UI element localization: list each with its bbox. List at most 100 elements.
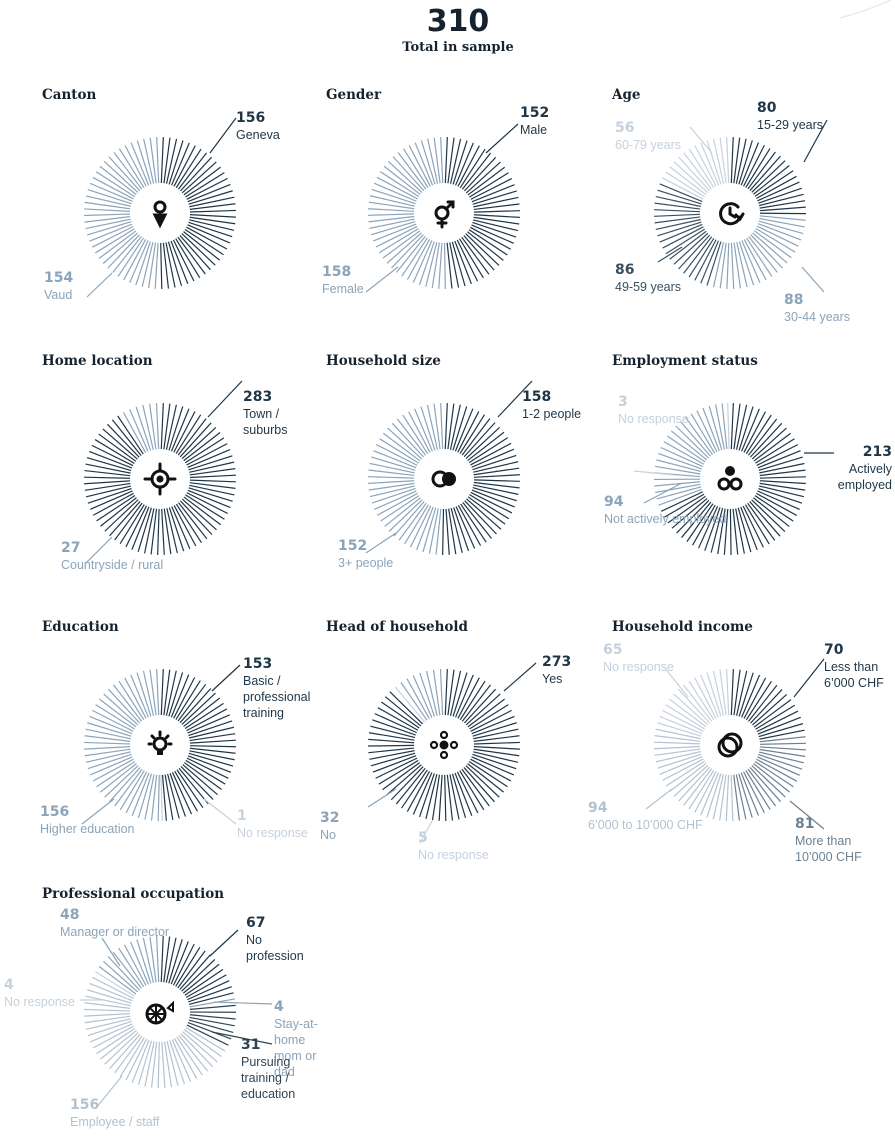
segment-value: 48 [60, 906, 169, 924]
spoke [190, 215, 236, 217]
spoke [760, 743, 806, 744]
segment-value: 5 [418, 829, 489, 847]
spoke [407, 679, 429, 719]
segment-2 [187, 1005, 236, 1045]
segment-value: 70 [824, 641, 892, 659]
header: 310 Total in sample [0, 4, 895, 56]
spoke [190, 746, 236, 747]
spoke [157, 403, 159, 449]
spoke [368, 214, 414, 215]
segment-label: Actively employed [817, 461, 892, 493]
spoke [457, 772, 478, 813]
spoke [731, 403, 733, 449]
center-disc [702, 717, 758, 773]
segment-label: No response [603, 659, 674, 675]
spoke [474, 475, 520, 478]
spoke [760, 207, 806, 211]
spoke [443, 509, 444, 555]
segment-label: Countryside / rural [61, 557, 163, 573]
spoke [161, 137, 163, 183]
spoke [439, 775, 442, 821]
leader-line [366, 267, 398, 292]
segment-label: Geneva [236, 127, 280, 143]
spoke [161, 403, 163, 449]
spoke [161, 775, 162, 821]
leader-line [504, 663, 536, 691]
spoke [727, 137, 729, 183]
spoke [655, 749, 701, 755]
spoke [731, 243, 733, 289]
spoke [655, 203, 701, 209]
segment-value: 94 [588, 799, 703, 817]
spoke [449, 509, 456, 554]
spoke [434, 138, 440, 184]
segment-value: 156 [40, 803, 135, 821]
spoke [368, 739, 414, 742]
segment-value: 154 [44, 269, 73, 287]
segment-value: 4 [274, 998, 322, 1016]
segment-label: Yes [542, 671, 571, 687]
segment-1 [123, 403, 158, 453]
spoke [474, 480, 520, 481]
segment-label: Female [322, 281, 364, 297]
segment-label: Higher education [40, 821, 135, 837]
spoke [654, 746, 700, 748]
spoke [84, 209, 130, 211]
segment-label: More than 10’000 CHF [795, 833, 892, 865]
spoke [155, 243, 158, 289]
spoke [84, 1014, 130, 1016]
spoke [150, 404, 156, 450]
segment-value: 158 [322, 263, 364, 281]
spoke [655, 736, 701, 742]
spoke [150, 670, 156, 716]
spoke [190, 217, 236, 224]
segment-value: 4 [4, 976, 75, 994]
spoke [190, 469, 236, 475]
total-label: Total in sample [0, 40, 895, 56]
spoke [164, 670, 170, 716]
spoke [369, 733, 414, 740]
segment-label: No response [618, 411, 689, 427]
segment-value: 156 [70, 1096, 159, 1114]
segment-value: 94 [604, 493, 726, 511]
spoke [760, 481, 806, 484]
spoke [734, 775, 740, 821]
segment-label: 49-59 years [615, 279, 681, 295]
spoke [474, 742, 520, 744]
spoke [760, 201, 805, 208]
spoke [368, 481, 414, 484]
segment-label: 60-79 years [615, 137, 681, 153]
segment-label: No response [4, 994, 75, 1010]
spoke [368, 477, 414, 478]
segment-label: Basic / professional training [243, 673, 322, 721]
spoke [734, 670, 740, 716]
segment-2 [728, 403, 729, 449]
spoke [731, 775, 733, 821]
center-disc [132, 717, 188, 773]
spoke [720, 670, 726, 716]
spoke [445, 137, 447, 183]
segment-label: 6’000 to 10’000 CHF [588, 817, 703, 833]
spoke [432, 243, 439, 288]
spoke [368, 209, 414, 212]
spoke [85, 749, 131, 756]
segment-value: 273 [542, 653, 571, 671]
